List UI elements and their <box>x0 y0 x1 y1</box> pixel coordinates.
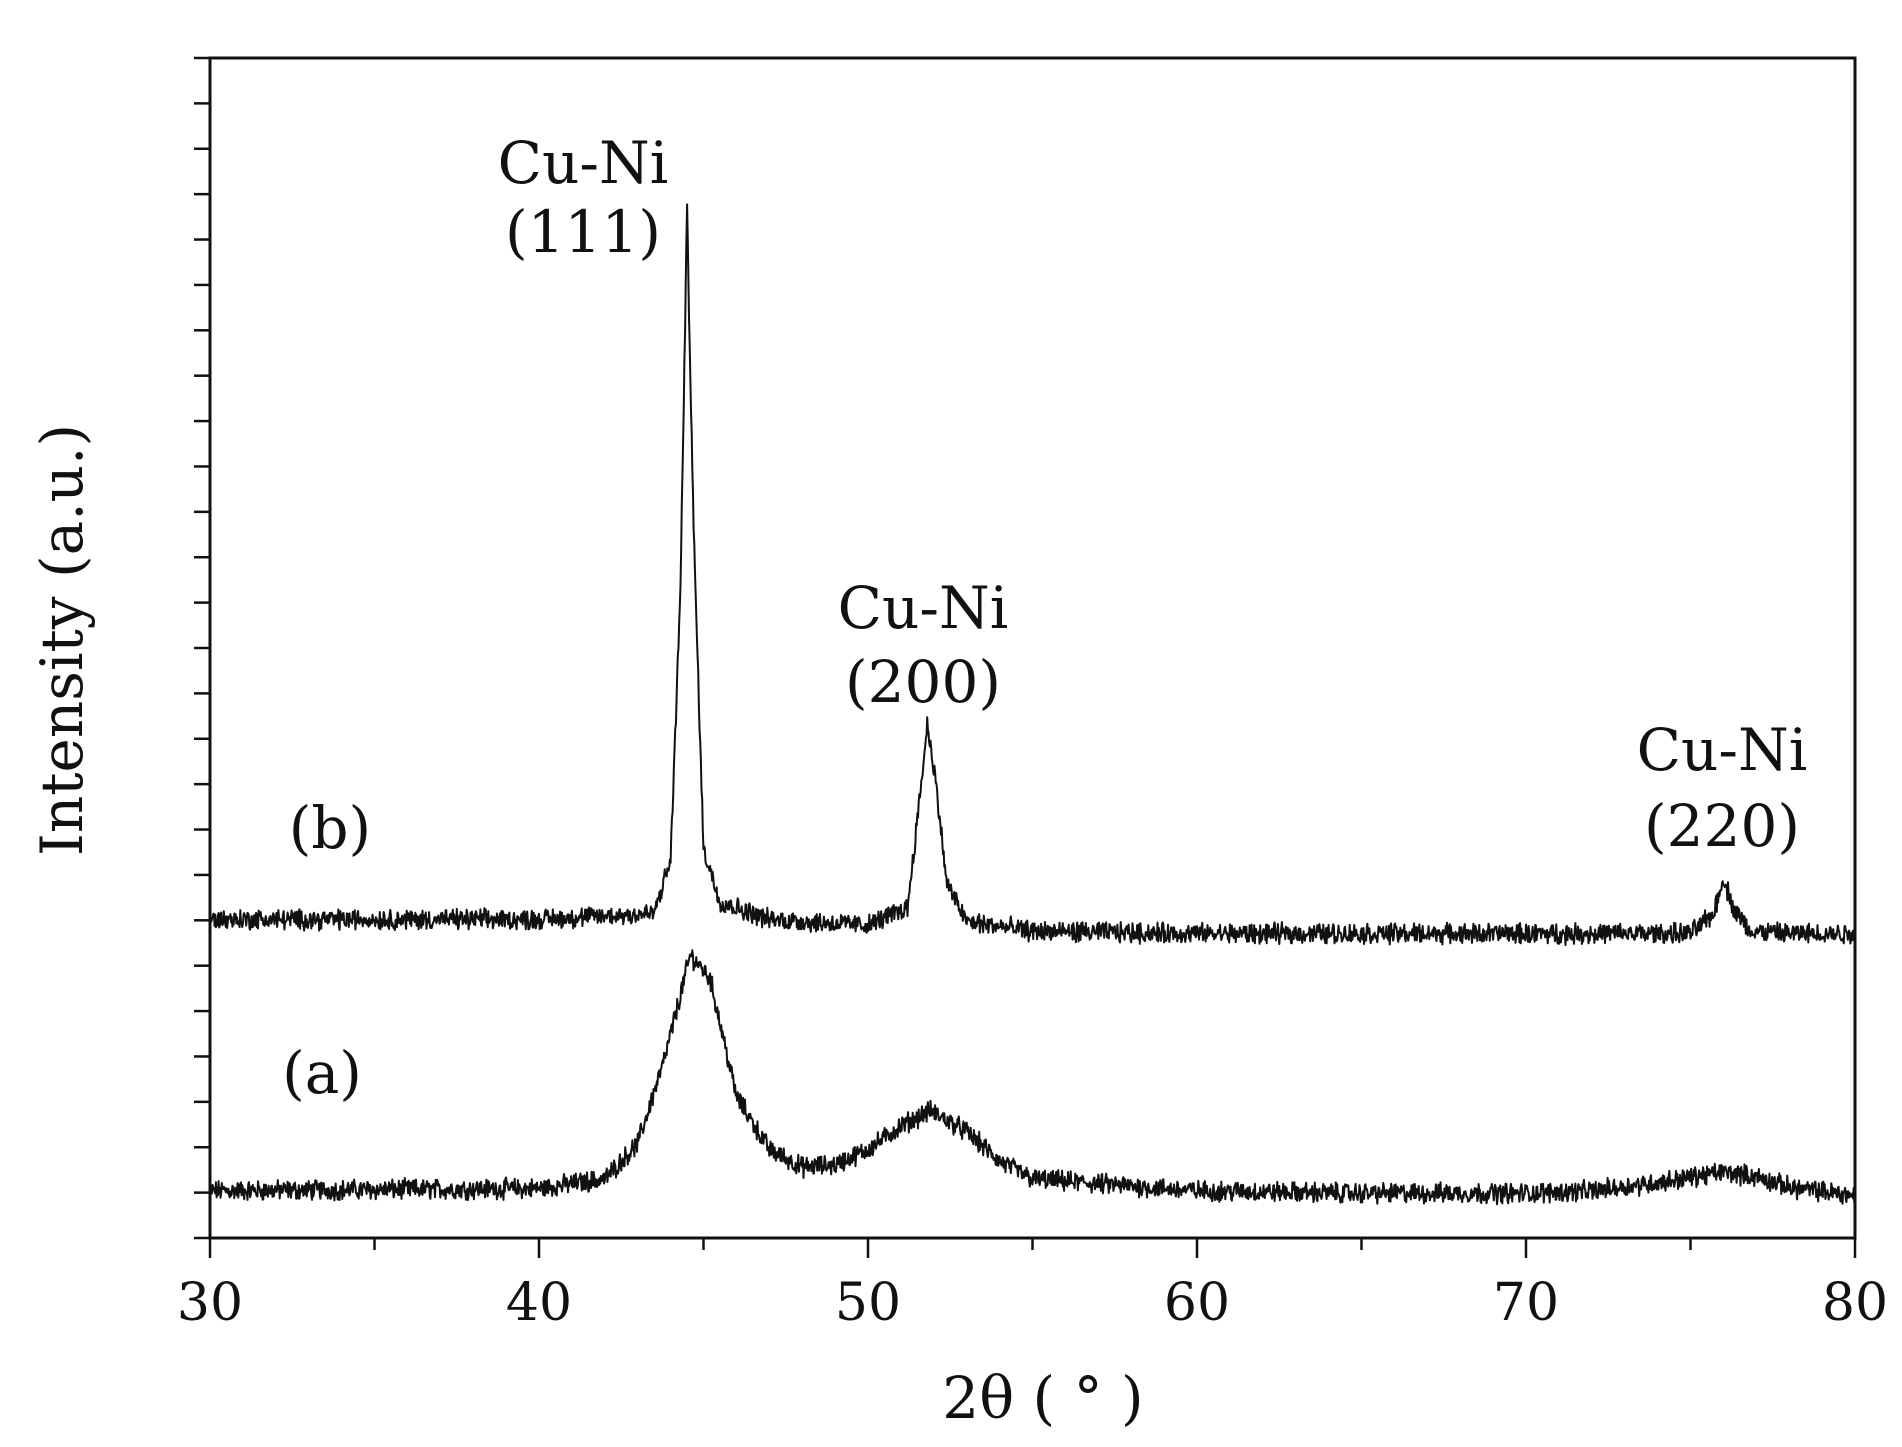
y-axis-label: Intensity (a.u.) <box>28 424 96 856</box>
series-line-a <box>209 949 1856 1206</box>
plot-frame <box>208 56 1857 1240</box>
annotation-111-phase: Cu-Ni <box>498 129 669 197</box>
x-axis-label: 2θ ( ° ) <box>942 1364 1143 1432</box>
x-tick-label: 70 <box>1493 1273 1559 1333</box>
series-line-b <box>209 203 1856 947</box>
annotation-cu-ni-220: Cu-Ni (220) <box>1637 716 1808 860</box>
annotation-220-phase: Cu-Ni <box>1637 716 1808 784</box>
series-label-b: (b) <box>289 794 371 862</box>
annotation-200-phase: Cu-Ni <box>838 574 1009 642</box>
annotation-111-index: (111) <box>505 198 661 266</box>
x-axis-ticks: 30 40 50 60 70 80 <box>177 1238 1888 1333</box>
series-label-a: (a) <box>282 1039 362 1107</box>
peak-annotations: Cu-Ni (111) Cu-Ni (200) Cu-Ni (220) <box>498 129 1808 860</box>
x-tick-label: 50 <box>835 1273 901 1333</box>
series-lines <box>209 203 1856 1206</box>
annotation-cu-ni-200: Cu-Ni (200) <box>838 574 1009 716</box>
y-axis-ticks <box>194 56 210 1240</box>
annotation-220-index: (220) <box>1644 792 1800 860</box>
annotation-200-index: (200) <box>845 648 1001 716</box>
x-tick-label: 60 <box>1164 1273 1230 1333</box>
x-tick-label: 80 <box>1822 1273 1888 1333</box>
annotation-cu-ni-111: Cu-Ni (111) <box>498 129 669 266</box>
plot-area-frame <box>208 56 1857 1240</box>
series-labels: (b) (a) <box>282 794 371 1107</box>
x-tick-label: 30 <box>177 1273 243 1333</box>
x-tick-label: 40 <box>506 1273 572 1333</box>
